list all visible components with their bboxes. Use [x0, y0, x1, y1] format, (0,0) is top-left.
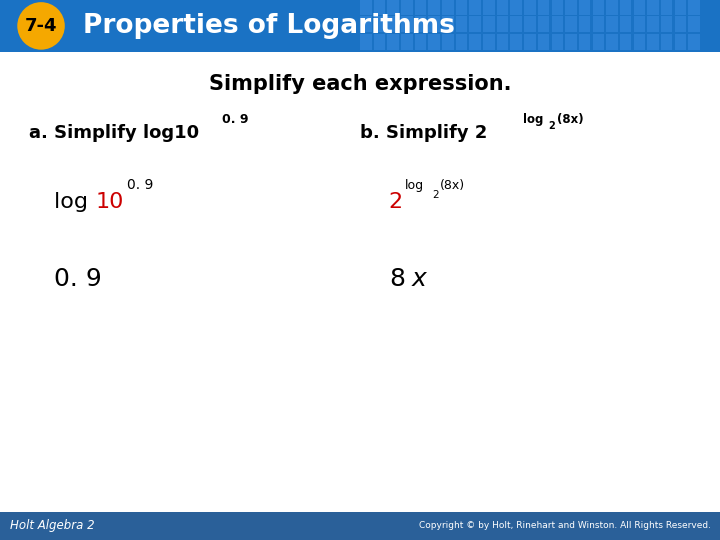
- Bar: [634, 16, 645, 32]
- Bar: [469, 0, 481, 15]
- Bar: [579, 0, 590, 15]
- Bar: [538, 34, 549, 50]
- Text: log: log: [405, 179, 425, 192]
- Text: Holt Algebra 2: Holt Algebra 2: [10, 519, 95, 532]
- Bar: [565, 16, 577, 32]
- Bar: [661, 16, 672, 32]
- Text: log: log: [54, 192, 95, 212]
- Ellipse shape: [17, 2, 65, 50]
- Bar: [565, 34, 577, 50]
- Text: 0. 9: 0. 9: [222, 112, 248, 126]
- Bar: [552, 34, 563, 50]
- Text: 2: 2: [389, 192, 403, 212]
- Text: a. Simplify log10: a. Simplify log10: [29, 124, 199, 141]
- Bar: [675, 0, 686, 15]
- Bar: [552, 0, 563, 15]
- Bar: [634, 0, 645, 15]
- Bar: [387, 0, 399, 15]
- Bar: [579, 16, 590, 32]
- Bar: [374, 34, 385, 50]
- Bar: [469, 16, 481, 32]
- Text: 2: 2: [549, 121, 555, 131]
- Bar: [647, 0, 659, 15]
- Bar: [415, 34, 426, 50]
- Bar: [483, 0, 495, 15]
- Bar: [401, 16, 413, 32]
- Bar: [360, 0, 372, 15]
- Bar: [675, 16, 686, 32]
- Bar: [374, 0, 385, 15]
- Bar: [442, 0, 454, 15]
- Bar: [456, 34, 467, 50]
- Bar: [565, 0, 577, 15]
- Bar: [387, 34, 399, 50]
- Bar: [415, 16, 426, 32]
- Bar: [620, 16, 631, 32]
- Bar: [688, 0, 700, 15]
- Bar: [497, 34, 508, 50]
- Text: Copyright © by Holt, Rinehart and Winston. All Rights Reserved.: Copyright © by Holt, Rinehart and Winsto…: [419, 522, 711, 530]
- Bar: [661, 34, 672, 50]
- Bar: [510, 16, 522, 32]
- Bar: [387, 16, 399, 32]
- Text: (8x): (8x): [557, 112, 583, 126]
- Bar: [593, 34, 604, 50]
- Bar: [593, 16, 604, 32]
- Bar: [606, 16, 618, 32]
- Bar: [606, 0, 618, 15]
- Bar: [497, 16, 508, 32]
- Text: 7-4: 7-4: [24, 17, 58, 35]
- Bar: [688, 34, 700, 50]
- Text: 0. 9: 0. 9: [54, 267, 102, 291]
- Bar: [538, 0, 549, 15]
- Bar: [620, 0, 631, 15]
- Bar: [647, 34, 659, 50]
- Bar: [401, 0, 413, 15]
- Bar: [647, 16, 659, 32]
- Text: 2: 2: [432, 190, 438, 200]
- Bar: [428, 16, 440, 32]
- Bar: [675, 34, 686, 50]
- Bar: [428, 34, 440, 50]
- Bar: [401, 34, 413, 50]
- Bar: [442, 16, 454, 32]
- Bar: [510, 0, 522, 15]
- Bar: [510, 34, 522, 50]
- Text: (8x): (8x): [440, 179, 465, 192]
- Bar: [620, 34, 631, 50]
- Text: x: x: [412, 267, 426, 291]
- Bar: [538, 16, 549, 32]
- Text: 8: 8: [389, 267, 405, 291]
- Bar: [456, 0, 467, 15]
- Bar: [661, 0, 672, 15]
- Bar: [456, 16, 467, 32]
- Bar: [524, 34, 536, 50]
- Bar: [0, 0, 720, 52]
- Text: Simplify each expression.: Simplify each expression.: [209, 73, 511, 94]
- Bar: [497, 0, 508, 15]
- Bar: [524, 16, 536, 32]
- Bar: [0, 512, 720, 540]
- Bar: [469, 34, 481, 50]
- Bar: [442, 34, 454, 50]
- Bar: [428, 0, 440, 15]
- Text: log: log: [523, 112, 543, 126]
- Bar: [483, 34, 495, 50]
- Bar: [374, 16, 385, 32]
- Bar: [524, 0, 536, 15]
- Bar: [360, 16, 372, 32]
- Text: b. Simplify 2: b. Simplify 2: [360, 124, 487, 141]
- Bar: [483, 16, 495, 32]
- Bar: [360, 34, 372, 50]
- Text: 0. 9: 0. 9: [127, 178, 153, 192]
- Bar: [634, 34, 645, 50]
- Bar: [606, 34, 618, 50]
- Bar: [579, 34, 590, 50]
- Bar: [552, 16, 563, 32]
- Text: 10: 10: [96, 192, 124, 212]
- Text: Properties of Logarithms: Properties of Logarithms: [83, 13, 454, 39]
- Bar: [415, 0, 426, 15]
- Bar: [688, 16, 700, 32]
- Bar: [593, 0, 604, 15]
